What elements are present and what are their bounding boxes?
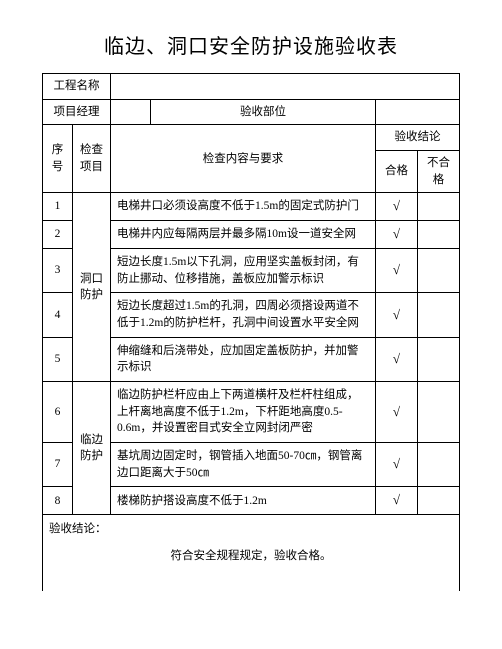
fail-header: 不合格 (418, 151, 460, 193)
page-title: 临边、洞口安全防护设施验收表 (42, 30, 460, 59)
fail-cell (418, 382, 460, 443)
fail-cell (418, 293, 460, 337)
seq-cell: 8 (43, 487, 73, 515)
pass-cell: √ (376, 443, 418, 487)
header-row-1: 序号 检查 项目 检查内容与要求 验收结论 (43, 125, 460, 151)
category-edge: 临边 防护 (73, 382, 111, 515)
fail-cell (418, 193, 460, 221)
pass-header: 合格 (376, 151, 418, 193)
seq-header: 序号 (43, 125, 73, 193)
seq-cell: 6 (43, 382, 73, 443)
acceptance-table: 工程名称 项目经理 验收部位 序号 检查 项目 检查内容与要求 验收结论 合格 … (42, 73, 460, 591)
conclusion-label: 验收结论： (49, 523, 107, 535)
content-cell: 短边长度超过1.5m的孔洞，四周必须搭设两道不低于1.2m的防护栏杆，孔洞中间设… (111, 293, 376, 337)
project-manager-label: 项目经理 (43, 99, 111, 125)
conclusion-row: 验收结论： 符合安全规程规定，验收合格。 (43, 515, 460, 591)
fail-cell (418, 487, 460, 515)
fail-cell (418, 337, 460, 381)
content-cell: 基坑周边固定时，钢管插入地面50-70㎝，钢管离边口距离大于50㎝ (111, 443, 376, 487)
content-cell: 伸缩缝和后浇带处，应加固定盖板防护，并加警示标识 (111, 337, 376, 381)
project-manager-value (111, 99, 151, 125)
project-name-row: 工程名称 (43, 74, 460, 100)
pass-cell: √ (376, 337, 418, 381)
content-cell: 短边长度1.5m以下孔洞，应用坚实盖板封闭，有防止挪动、位移措施，盖板应加警示标… (111, 249, 376, 293)
acceptance-dept-value (376, 99, 460, 125)
pass-cell: √ (376, 293, 418, 337)
category-hole: 洞口 防护 (73, 193, 111, 382)
pass-cell: √ (376, 487, 418, 515)
pass-cell: √ (376, 249, 418, 293)
pass-cell: √ (376, 221, 418, 249)
content-cell: 电梯井口必须设高度不低于1.5m的固定式防护门 (111, 193, 376, 221)
project-name-label: 工程名称 (43, 74, 111, 100)
conclusion-cell: 验收结论： 符合安全规程规定，验收合格。 (43, 515, 460, 591)
table-row: 6 临边 防护 临边防护栏杆应由上下两道横杆及栏杆柱组成，上杆离地高度不低于1.… (43, 382, 460, 443)
fail-cell (418, 443, 460, 487)
table-row: 1 洞口 防护 电梯井口必须设高度不低于1.5m的固定式防护门 √ (43, 193, 460, 221)
check-content-header: 检查内容与要求 (111, 125, 376, 193)
content-cell: 临边防护栏杆应由上下两道横杆及栏杆柱组成，上杆离地高度不低于1.2m，下杆距地高… (111, 382, 376, 443)
pass-cell: √ (376, 193, 418, 221)
seq-cell: 1 (43, 193, 73, 221)
content-cell: 电梯井内应每隔两层并最多隔10m设一道安全网 (111, 221, 376, 249)
fail-cell (418, 221, 460, 249)
result-header: 验收结论 (376, 125, 460, 151)
content-cell: 楼梯防护搭设高度不低于1.2m (111, 487, 376, 515)
seq-cell: 3 (43, 249, 73, 293)
fail-cell (418, 249, 460, 293)
seq-cell: 2 (43, 221, 73, 249)
pass-cell: √ (376, 382, 418, 443)
seq-cell: 7 (43, 443, 73, 487)
seq-cell: 4 (43, 293, 73, 337)
check-item-header: 检查 项目 (73, 125, 111, 193)
conclusion-text: 符合安全规程规定，验收合格。 (49, 548, 453, 565)
acceptance-dept-label: 验收部位 (150, 99, 375, 125)
project-name-value (111, 74, 460, 100)
seq-cell: 5 (43, 337, 73, 381)
project-manager-row: 项目经理 验收部位 (43, 99, 460, 125)
